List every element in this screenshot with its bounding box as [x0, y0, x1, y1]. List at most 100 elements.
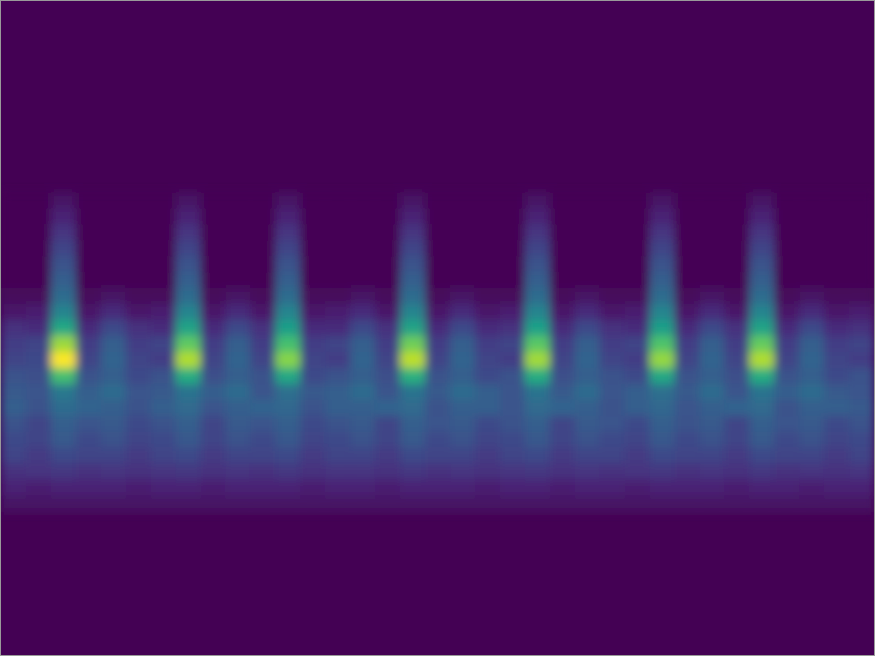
heatmap-cell: [76, 336, 101, 352]
heatmap-cell: [724, 400, 749, 416]
heatmap-cell: [425, 224, 450, 240]
heatmap-cell: [799, 304, 824, 320]
heatmap-cell: [151, 240, 176, 256]
heatmap-cell: [849, 256, 874, 272]
heatmap-cell: [799, 432, 824, 448]
heatmap-cell: [1, 224, 26, 240]
heatmap-cell: [201, 432, 226, 448]
heatmap-cell: [176, 464, 201, 480]
heatmap-cell: [26, 464, 51, 480]
heatmap-cell: [275, 192, 300, 208]
heatmap-cell: [774, 304, 799, 320]
heatmap-cell: [849, 416, 874, 432]
heatmap-cell: [575, 352, 600, 368]
heatmap-cell: [76, 495, 101, 511]
heatmap-cell: [51, 368, 76, 384]
heatmap-cell: [350, 336, 375, 352]
heatmap-cell: [375, 320, 400, 336]
heatmap-cell: [76, 256, 101, 272]
heatmap-cell: [201, 400, 226, 416]
heatmap-cell: [275, 240, 300, 256]
heatmap-cell: [325, 495, 350, 511]
heatmap-cell: [600, 224, 625, 240]
heatmap-cell: [225, 464, 250, 480]
heatmap-cell: [674, 224, 699, 240]
heatmap-cell: [799, 208, 824, 224]
heatmap-cell: [525, 272, 550, 288]
heatmap-cell: [275, 480, 300, 496]
heatmap-cell: [724, 368, 749, 384]
heatmap-cell: [126, 495, 151, 511]
heatmap-cell: [176, 495, 201, 511]
heatmap-cell: [51, 304, 76, 320]
heatmap-cell: [1, 256, 26, 272]
heatmap-cell: [674, 192, 699, 208]
heatmap-cell: [300, 416, 325, 432]
heatmap-cell: [475, 288, 500, 304]
heatmap-cell: [350, 304, 375, 320]
heatmap-cell: [51, 320, 76, 336]
heatmap-cell: [799, 384, 824, 400]
heatmap-cell: [799, 464, 824, 480]
heatmap-cell: [400, 384, 425, 400]
heatmap-cell: [575, 256, 600, 272]
heatmap-cell: [275, 304, 300, 320]
heatmap-cell: [375, 400, 400, 416]
heatmap-cell: [550, 384, 575, 400]
heatmap-cell: [450, 256, 475, 272]
heatmap-cell: [76, 224, 101, 240]
heatmap-cell: [176, 368, 201, 384]
heatmap-cell: [151, 495, 176, 511]
heatmap-cell: [824, 304, 849, 320]
heatmap-cell: [525, 192, 550, 208]
heatmap-cell: [51, 400, 76, 416]
heatmap-cell: [849, 495, 874, 511]
heatmap-cell: [350, 368, 375, 384]
heatmap-cell: [151, 352, 176, 368]
heatmap-cell: [774, 336, 799, 352]
heatmap-cell: [375, 304, 400, 320]
heatmap-cell: [699, 288, 724, 304]
heatmap-cell: [650, 464, 675, 480]
heatmap-cell: [76, 464, 101, 480]
heatmap-cell: [1, 320, 26, 336]
heatmap-cell: [325, 432, 350, 448]
heatmap-cell: [225, 288, 250, 304]
heatmap-cell: [1, 464, 26, 480]
heatmap-cell: [325, 192, 350, 208]
heatmap-cell: [550, 480, 575, 496]
heatmap-cell: [500, 400, 525, 416]
heatmap-cell: [76, 384, 101, 400]
heatmap-cell: [51, 256, 76, 272]
heatmap-cell: [400, 256, 425, 272]
heatmap-cell: [724, 304, 749, 320]
heatmap-cell: [51, 480, 76, 496]
heatmap-cell: [101, 416, 126, 432]
heatmap-cell: [201, 256, 226, 272]
heatmap-cell: [350, 384, 375, 400]
heatmap-cell: [101, 400, 126, 416]
heatmap-cell: [824, 288, 849, 304]
heatmap-cell: [724, 240, 749, 256]
heatmap-cell: [225, 320, 250, 336]
heatmap-cell: [799, 320, 824, 336]
heatmap-cell: [475, 224, 500, 240]
heatmap-cell: [849, 368, 874, 384]
heatmap-cell: [550, 288, 575, 304]
heatmap-cell: [849, 240, 874, 256]
heatmap-cell: [1, 240, 26, 256]
chart-svg: [0, 0, 875, 656]
heatmap-cell: [774, 464, 799, 480]
heatmap-cell: [525, 224, 550, 240]
heatmap-cell: [425, 384, 450, 400]
heatmap-cell: [101, 336, 126, 352]
heatmap-cell: [101, 256, 126, 272]
heatmap-cell: [275, 320, 300, 336]
heatmap-cell: [525, 384, 550, 400]
heatmap-cell: [450, 240, 475, 256]
heatmap-cell: [724, 288, 749, 304]
heatmap-cell: [500, 256, 525, 272]
heatmap-cell: [724, 256, 749, 272]
heatmap-cell: [300, 400, 325, 416]
heatmap-cell: [749, 400, 774, 416]
